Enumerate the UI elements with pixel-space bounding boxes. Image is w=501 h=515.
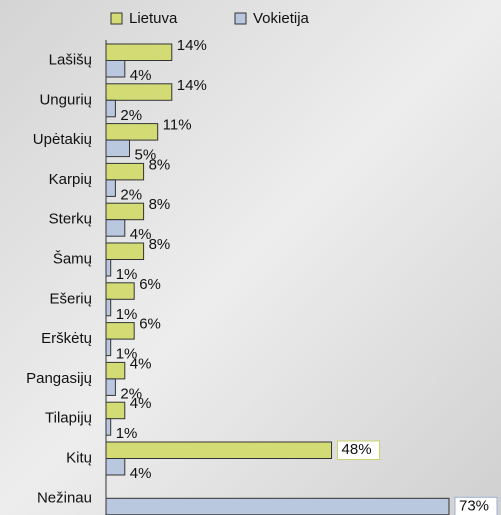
bar [105,361,126,380]
value-label: 14% [177,77,207,94]
bar [105,139,130,158]
value-label: 2% [120,186,142,203]
value-label: 4% [130,67,152,84]
value-label: 5% [134,147,156,164]
y-tick-label: Nežinau [37,489,92,506]
value-label: 6% [139,316,161,333]
label-box [337,440,381,460]
value-label: 48% [342,441,372,458]
value-label: 8% [149,236,171,253]
value-label: 1% [116,306,138,323]
y-tick-label: Kitų [66,449,92,466]
bar [105,162,145,181]
value-label: 6% [139,276,161,293]
value-label: 11% [163,117,192,134]
bar [105,242,145,260]
bar [105,282,135,300]
bar [105,338,112,357]
bar [105,99,116,118]
bar [105,123,159,141]
y-tick-label: Ešerių [49,290,92,307]
value-label: 8% [149,156,171,173]
y-tick-label: Sterkų [49,211,92,228]
value-label: 4% [130,226,152,243]
bar [105,441,333,459]
value-label: 4% [130,465,152,482]
value-label: 1% [116,346,138,363]
bar [105,401,126,420]
bar [105,458,126,476]
value-label: 2% [120,385,142,402]
value-label: 73% [459,498,489,515]
value-label: 4% [130,355,152,372]
bar [105,497,450,515]
bar [105,179,116,197]
bar [105,219,126,237]
bar [105,83,173,101]
y-tick-label: Erškėtų [41,330,92,347]
y-tick-label: Pangasijų [26,370,92,387]
y-tick-label: Karpių [49,171,92,188]
legend-label: Vokietija [253,10,310,27]
value-label: 8% [149,196,171,213]
value-label: 1% [116,266,138,283]
y-tick-label: Ungurių [39,91,92,108]
bar [105,322,135,340]
legend-swatch [234,12,247,25]
bar [105,418,112,436]
y-tick-label: Upėtakių [33,131,92,148]
value-label: 2% [120,107,142,124]
legend-swatch [110,12,123,25]
value-label: 1% [116,425,138,442]
legend-label: Lietuva [129,10,178,27]
bar [105,298,112,317]
bar [105,378,116,396]
label-box [454,496,498,515]
bar [105,202,145,221]
bar [105,60,126,78]
y-tick-label: Tilapijų [45,410,92,427]
y-tick-label: Šamų [53,250,92,267]
value-label: 4% [130,395,152,412]
bar [105,43,173,61]
bar [105,259,112,277]
value-label: 14% [177,37,207,54]
y-tick-label: Lašišų [49,51,92,68]
